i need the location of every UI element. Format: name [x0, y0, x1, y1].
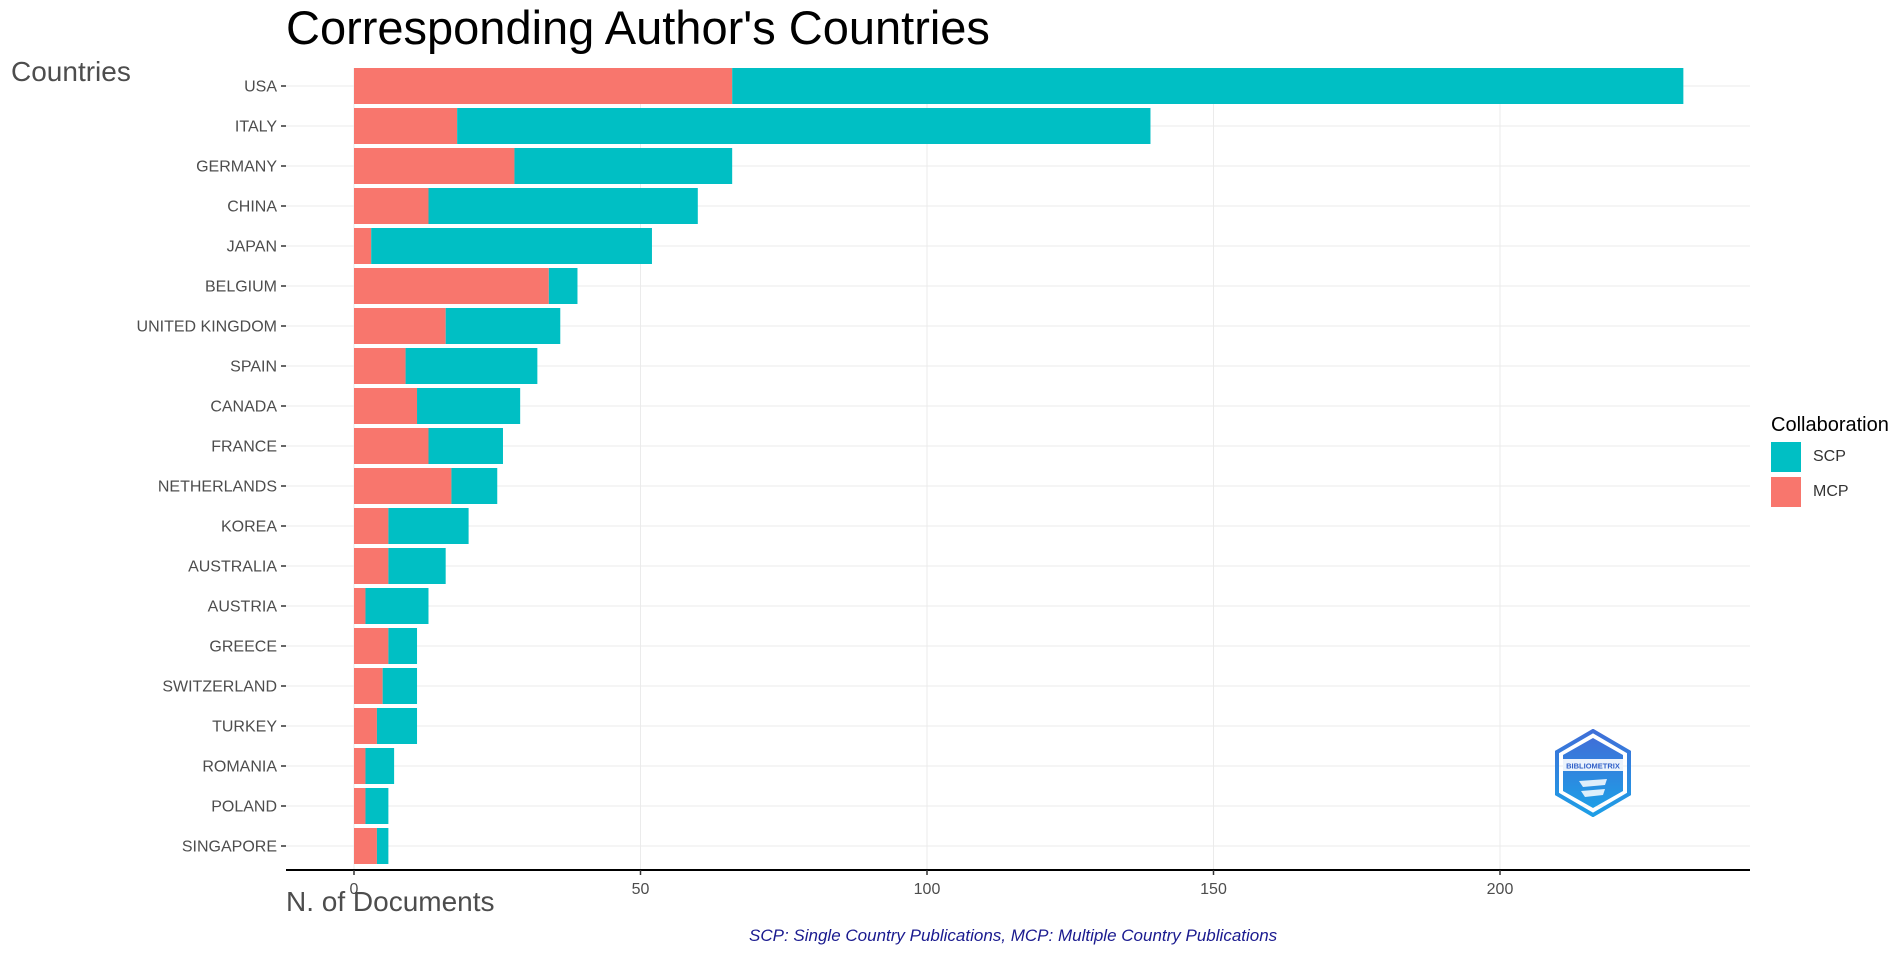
bar-scp [405, 348, 538, 384]
logo-text: BIBLIOMETRIX [1566, 762, 1620, 771]
y-tick-label: AUSTRALIA [188, 559, 277, 576]
axes: USA ITALY GERMANY CHINA JAPAN BELGIUM UNITED K… [137, 79, 1750, 898]
y-tick-label: GREECE [209, 639, 277, 656]
legend-label-mcp: MCP [1813, 483, 1849, 500]
legend-item-scp: SCP [1771, 442, 1889, 472]
bar-mcp [354, 468, 452, 504]
bibliometrix-logo-icon: BIBLIOMETRIX [1555, 729, 1631, 817]
bar-scp [732, 68, 1684, 104]
legend-title: Collaboration [1771, 414, 1889, 436]
y-tick-label: POLAND [211, 799, 277, 816]
bar-mcp [354, 508, 389, 544]
bar-mcp [354, 588, 366, 624]
legend: Collaboration SCP MCP [1771, 414, 1889, 507]
y-tick-label: JAPAN [227, 239, 277, 256]
bar-mcp [354, 308, 446, 344]
y-tick-label: SINGAPORE [182, 839, 277, 856]
legend-swatch-scp [1771, 442, 1801, 472]
bar-scp [388, 508, 469, 544]
bar-mcp [354, 268, 549, 304]
y-tick-label: KOREA [221, 519, 277, 536]
bar-scp [376, 828, 389, 864]
bar-mcp [354, 668, 383, 704]
y-tick-label: NETHERLANDS [158, 479, 277, 496]
y-tick-label: ROMANIA [202, 759, 277, 776]
bar-scp [365, 748, 395, 784]
legend-item-mcp: MCP [1771, 477, 1889, 507]
bar-mcp [354, 548, 389, 584]
bar-scp [388, 628, 418, 664]
bar-scp [428, 188, 698, 224]
legend-swatch-mcp [1771, 477, 1801, 507]
bar-mcp [354, 348, 406, 384]
bar-scp [382, 668, 418, 704]
bar-scp [365, 788, 389, 824]
x-tick-label: 150 [1200, 881, 1227, 898]
bar-scp [445, 308, 561, 344]
y-axis-title: Countries [11, 56, 131, 87]
y-tick-label: UNITED KINGDOM [137, 319, 277, 336]
y-tick-label: ITALY [235, 119, 277, 136]
chart-title: Corresponding Author's Countries [286, 1, 990, 54]
legend-label-scp: SCP [1813, 448, 1846, 465]
y-tick-label: SPAIN [230, 359, 277, 376]
x-axis-title: N. of Documents [286, 886, 495, 917]
bars [354, 68, 1684, 864]
y-tick-label: GERMANY [196, 159, 277, 176]
bar-mcp [354, 188, 429, 224]
bar-mcp [354, 628, 389, 664]
y-tick-label: CANADA [210, 399, 277, 416]
y-tick-label: AUSTRIA [208, 599, 278, 616]
bar-scp [457, 108, 1151, 144]
bar-mcp [354, 788, 366, 824]
y-tick-label: USA [244, 79, 277, 96]
y-tick-label: TURKEY [212, 719, 277, 736]
bar-mcp [354, 428, 429, 464]
x-tick-label: 50 [632, 881, 650, 898]
bar-scp [428, 428, 503, 464]
y-tick-label: BELGIUM [205, 279, 277, 296]
y-tick-label: CHINA [227, 199, 277, 216]
y-tick-label: SWITZERLAND [162, 679, 277, 696]
y-tick-label: FRANCE [211, 439, 277, 456]
bar-mcp [354, 68, 733, 104]
x-tick-label: 0 [350, 881, 359, 898]
bar-mcp [354, 148, 515, 184]
bar-scp [371, 228, 652, 264]
bar-mcp [354, 108, 458, 144]
bar-mcp [354, 388, 418, 424]
x-tick-label: 200 [1487, 881, 1514, 898]
x-tick-label: 100 [914, 881, 941, 898]
bar-scp [548, 268, 578, 304]
bar-mcp [354, 828, 377, 864]
chart-caption: SCP: Single Country Publications, MCP: M… [749, 926, 1278, 945]
bar-mcp [354, 748, 366, 784]
bar-scp [388, 548, 446, 584]
bar-scp [417, 388, 521, 424]
bar-mcp [354, 708, 377, 744]
bar-scp [514, 148, 733, 184]
bar-mcp [354, 228, 372, 264]
bar-scp [365, 588, 429, 624]
bar-scp [451, 468, 498, 504]
bar-scp [376, 708, 418, 744]
